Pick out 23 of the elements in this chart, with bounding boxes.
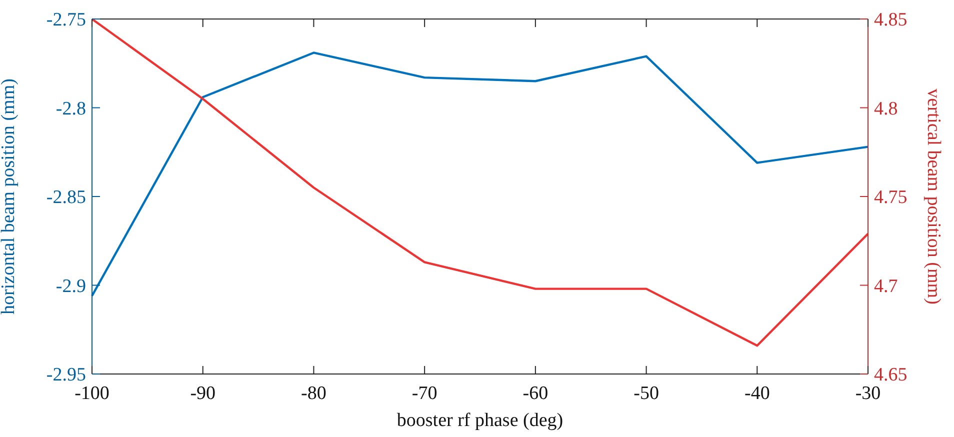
y2-axis-title: vertical beam position (mm) bbox=[923, 88, 944, 304]
y-tick-label: -2.75 bbox=[46, 10, 86, 31]
x-tick-label: -80 bbox=[301, 383, 326, 404]
y-tick-label: -2.9 bbox=[56, 276, 86, 297]
y2-tick-label: 4.85 bbox=[874, 10, 908, 31]
x-tick-label: -90 bbox=[190, 383, 216, 404]
line-series bbox=[90, 18, 870, 347]
y2-tick-label: 4.65 bbox=[874, 364, 908, 386]
y-tick-label: -2.95 bbox=[46, 364, 86, 386]
x-tick-label: -30 bbox=[855, 383, 881, 404]
y-tick-label: -2.8 bbox=[56, 98, 86, 120]
x-tick-label: -100 bbox=[74, 383, 110, 404]
y2-tick-label: 4.75 bbox=[874, 187, 908, 208]
line-series bbox=[90, 52, 870, 297]
x-axis-title: booster rf phase (deg) bbox=[396, 410, 564, 431]
x-tick-label: -60 bbox=[522, 383, 548, 404]
x-tick-label: -40 bbox=[744, 383, 770, 404]
x-tick-label: -70 bbox=[412, 383, 438, 404]
y-axis-title: horizontal beam position (mm) bbox=[0, 78, 19, 314]
x-tick-label: -50 bbox=[634, 383, 659, 404]
y2-tick-label: 4.8 bbox=[874, 98, 898, 120]
y2-tick-label: 4.7 bbox=[874, 276, 898, 297]
y-tick-label: -2.85 bbox=[46, 187, 86, 208]
